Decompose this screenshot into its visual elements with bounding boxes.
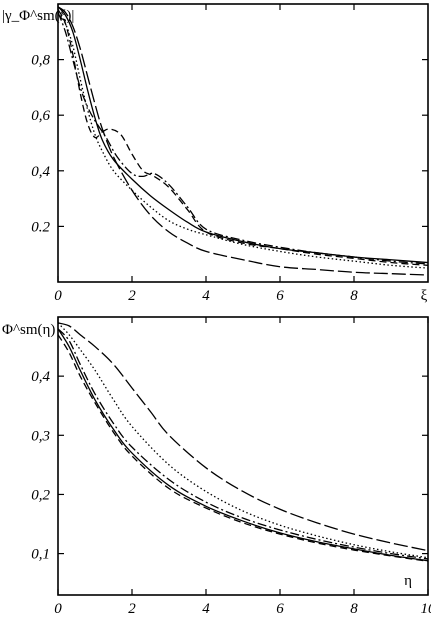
bottom-chart-frame [57, 316, 429, 596]
bottom-chart-y-axis-label: Φ^sm(η) [2, 322, 55, 338]
top-chart-ticks [57, 4, 428, 282]
series-line-long-dash [57, 6, 429, 276]
series-line-dash-dot [57, 328, 429, 560]
series-line-dotted [57, 322, 429, 559]
series-line-dashed [57, 9, 429, 266]
x-tick-label: 8 [350, 601, 358, 617]
x-tick-label: 4 [202, 288, 210, 304]
bottom-chart-ticks [57, 317, 429, 595]
x-tick-label: 10 [421, 601, 431, 617]
x-axis-label: η [404, 573, 412, 589]
x-tick-label: 6 [276, 288, 284, 304]
y-tick-label: 0,4 [31, 164, 50, 180]
x-tick-label: 0 [54, 288, 62, 304]
series-line-dash-dot [57, 12, 429, 265]
y-tick-label: 0.2 [31, 219, 50, 235]
top-chart-series [57, 6, 429, 276]
y-tick-label: 0,6 [31, 108, 50, 124]
top-chart-y-axis-label: |γ_Φ^sm(ξ)| [2, 8, 74, 24]
series-line-solid [57, 6, 429, 264]
y-tick-label: 0,8 [31, 53, 50, 69]
bottom-chart-tick-labels: 0 2 4 6 8 10 η 0,1 0,2 0,3 0,4 [31, 369, 431, 617]
x-tick-label: 2 [128, 288, 136, 304]
x-tick-label: 2 [128, 601, 136, 617]
top-chart-tick-labels: 0 2 4 6 8 ξ 0.2 0,4 0,6 0,8 [31, 53, 427, 304]
bottom-chart-panel: 0 2 4 6 8 10 η 0,1 0,2 0,3 0,4 Φ^sm(η) [2, 316, 431, 617]
top-chart-frame [57, 3, 429, 283]
y-tick-label: 0,4 [31, 369, 50, 385]
x-axis-label: ξ [421, 288, 428, 304]
x-tick-label: 8 [350, 288, 358, 304]
x-tick-label: 6 [276, 601, 284, 617]
y-tick-label: 0,2 [31, 487, 50, 503]
series-line-long-dash [57, 322, 429, 552]
x-tick-label: 0 [54, 601, 62, 617]
x-tick-label: 4 [202, 601, 210, 617]
series-line-solid [57, 328, 429, 562]
top-chart-panel: 0 2 4 6 8 ξ 0.2 0,4 0,6 0,8 |γ_Φ^sm(ξ)| [2, 3, 429, 304]
y-tick-label: 0,1 [31, 547, 50, 563]
y-tick-label: 0,3 [31, 428, 50, 444]
series-line-dotted [57, 11, 429, 269]
series-line-dashed [57, 334, 429, 562]
bottom-chart-series [57, 322, 429, 562]
